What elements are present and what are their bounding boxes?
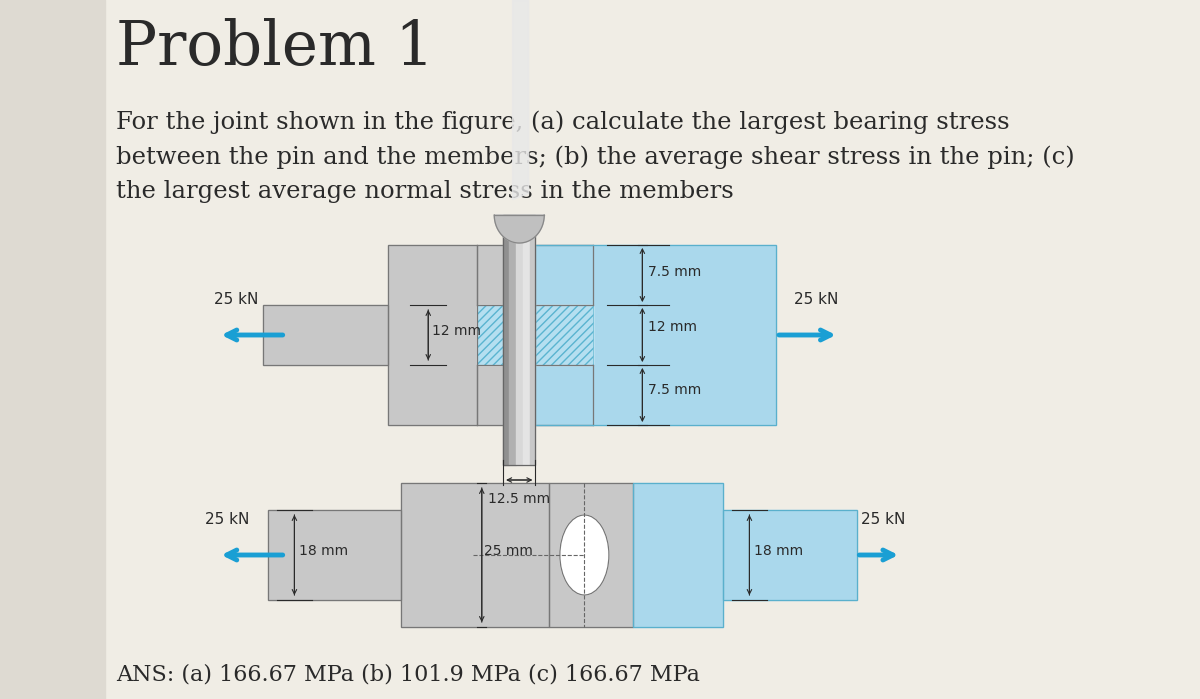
Text: 25 kN: 25 kN xyxy=(205,512,250,527)
Bar xyxy=(478,245,593,305)
Text: 25 mm: 25 mm xyxy=(485,544,533,558)
Text: 25 kN: 25 kN xyxy=(862,512,906,527)
Bar xyxy=(503,215,535,465)
Text: 25 kN: 25 kN xyxy=(215,292,259,307)
Bar xyxy=(523,215,530,465)
Ellipse shape xyxy=(560,515,608,595)
Text: the largest average normal stress in the members: the largest average normal stress in the… xyxy=(116,180,733,203)
Polygon shape xyxy=(494,215,545,243)
Text: between the pin and the members; (b) the average shear stress in the pin; (c): between the pin and the members; (b) the… xyxy=(116,145,1075,168)
Bar xyxy=(268,510,402,600)
Bar xyxy=(634,483,722,627)
Bar xyxy=(516,215,523,465)
Bar xyxy=(722,510,857,600)
Bar xyxy=(388,245,478,425)
Bar xyxy=(0,0,106,699)
Bar xyxy=(530,215,535,465)
Bar xyxy=(478,365,593,425)
Bar xyxy=(402,483,548,627)
Bar xyxy=(634,483,722,627)
Bar xyxy=(509,215,516,465)
Bar xyxy=(478,305,517,365)
Bar xyxy=(722,510,857,600)
Bar xyxy=(548,483,634,627)
Bar xyxy=(535,245,776,425)
Text: 25 kN: 25 kN xyxy=(794,292,839,307)
Text: 18 mm: 18 mm xyxy=(754,544,803,558)
Bar xyxy=(535,305,593,365)
Text: 12 mm: 12 mm xyxy=(432,324,481,338)
Bar xyxy=(388,245,478,425)
Text: 7.5 mm: 7.5 mm xyxy=(648,265,701,279)
Text: ANS: (a) 166.67 MPa (b) 101.9 MPa (c) 166.67 MPa: ANS: (a) 166.67 MPa (b) 101.9 MPa (c) 16… xyxy=(116,664,700,686)
Text: For the joint shown in the figure, (a) calculate the largest bearing stress: For the joint shown in the figure, (a) c… xyxy=(116,110,1009,134)
Bar xyxy=(535,245,776,425)
Bar xyxy=(268,510,402,600)
Bar xyxy=(503,215,509,465)
Bar xyxy=(263,305,388,365)
Bar xyxy=(263,305,388,365)
Text: 12.5 mm: 12.5 mm xyxy=(488,492,551,506)
Bar xyxy=(402,483,548,627)
Text: Problem 1: Problem 1 xyxy=(116,18,434,78)
Text: 18 mm: 18 mm xyxy=(299,544,348,558)
Text: 12 mm: 12 mm xyxy=(648,320,697,334)
Text: 7.5 mm: 7.5 mm xyxy=(648,383,701,397)
Bar xyxy=(478,305,593,365)
Bar xyxy=(548,483,634,627)
